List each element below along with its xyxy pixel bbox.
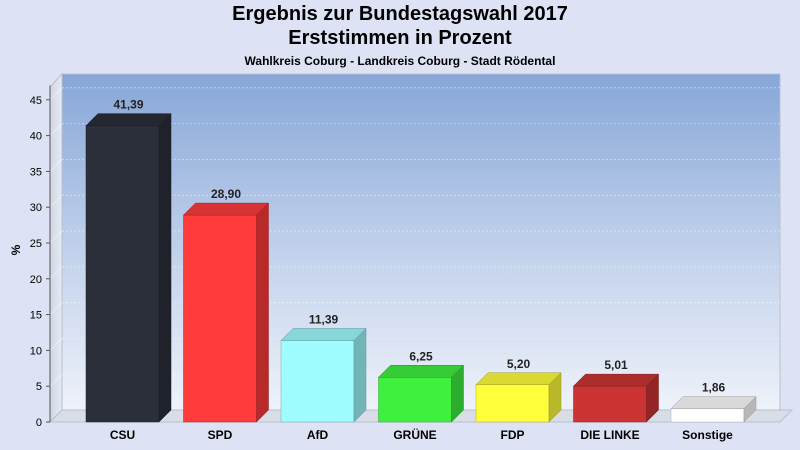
y-tick-label: 35 (30, 166, 42, 178)
gridline-side (49, 123, 63, 136)
data-label: 28,90 (211, 187, 241, 201)
bar-front (670, 408, 745, 423)
bar-top (475, 372, 562, 386)
bar-sonstige (670, 396, 757, 423)
bar-die-linke (572, 373, 660, 423)
bar-front (85, 125, 160, 423)
plot-side-wall (49, 72, 63, 424)
gridline-side (49, 159, 63, 172)
bar-front (183, 214, 257, 423)
bar-side (158, 113, 172, 423)
x-tick-label: SPD (208, 428, 233, 442)
bar-top (670, 396, 757, 409)
y-tick-label: 10 (30, 345, 42, 357)
bar-top (85, 113, 172, 126)
chart-subtitle: Wahlkreis Coburg - Landkreis Coburg - St… (244, 54, 556, 68)
data-label: 5,20 (507, 357, 531, 371)
data-label: 11,39 (309, 312, 339, 326)
chart-title: Ergebnis zur Bundestagswahl 2017 (232, 3, 568, 25)
data-label: 1,86 (702, 381, 726, 395)
y-tick-label: 15 (30, 310, 42, 322)
y-tick-label: 5 (36, 381, 42, 393)
bar-front (280, 340, 355, 423)
y-tick-label: 25 (30, 238, 42, 250)
gridline-side (49, 338, 63, 351)
gridline-side (49, 373, 63, 387)
bar-top (280, 328, 367, 341)
data-label: 6,25 (409, 349, 433, 363)
data-label: 41,39 (113, 98, 143, 112)
bar-csu (85, 113, 172, 423)
x-tick-label: DIE LINKE (580, 428, 639, 442)
gridline-side (49, 194, 63, 208)
bar-side (256, 202, 269, 423)
bar-top (572, 373, 660, 387)
y-tick-label: 20 (30, 274, 42, 286)
data-label: 5,01 (604, 358, 628, 372)
bar-grüne (377, 364, 465, 423)
x-tick-label: Sonstige (682, 428, 733, 442)
bar-spd (182, 202, 270, 423)
y-tick-label: 40 (30, 131, 42, 143)
x-tick-label: CSU (110, 428, 135, 442)
bar-front (378, 377, 452, 423)
gridline-side (49, 302, 63, 315)
x-tick-label: FDP (501, 428, 525, 442)
chart-title-line2: Erststimmen in Prozent (288, 27, 512, 49)
bar-front (475, 384, 550, 423)
bar-fdp (475, 372, 562, 423)
gridline-side (49, 87, 63, 101)
x-tick-label: GRÜNE (393, 427, 436, 442)
gridline-side (49, 266, 63, 280)
bar-top (182, 202, 270, 216)
bar-top (377, 365, 465, 378)
gridline-side (49, 230, 63, 244)
bar-front (573, 385, 647, 423)
y-tick-label: 30 (30, 202, 42, 214)
y-axis-label: % (9, 244, 23, 255)
y-tick-label: 45 (30, 95, 42, 107)
bar-side (353, 327, 367, 423)
x-tick-label: AfD (307, 428, 329, 442)
plot-background (61, 73, 781, 411)
bar-afd (280, 327, 367, 423)
y-tick-label: 0 (36, 417, 42, 429)
